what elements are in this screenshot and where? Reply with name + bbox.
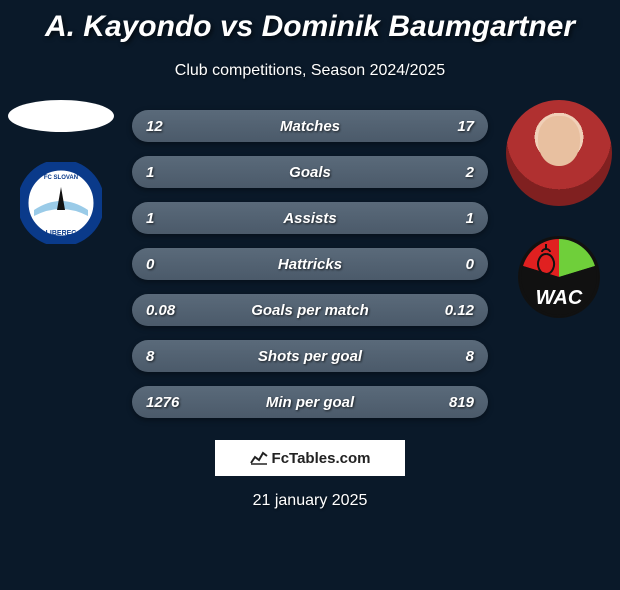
stat-left-value: 1 [146, 210, 154, 227]
stat-right-value: 2 [466, 164, 474, 181]
stat-left-value: 8 [146, 348, 154, 365]
stat-row: 0 Hattricks 0 [132, 248, 488, 280]
stat-row: 0.08 Goals per match 0.12 [132, 294, 488, 326]
stat-right-value: 0 [466, 256, 474, 273]
stat-right-value: 0.12 [445, 302, 474, 319]
club-badge-right: WAC [518, 236, 600, 318]
stat-left-value: 0.08 [146, 302, 175, 319]
stats-list: 12 Matches 17 1 Goals 2 1 Assists 1 0 Ha… [132, 110, 488, 418]
stat-left-value: 0 [146, 256, 154, 273]
date-label: 21 january 2025 [10, 492, 610, 510]
stat-left-value: 1 [146, 164, 154, 181]
stat-label: Hattricks [132, 256, 488, 273]
avatar-face-icon [538, 116, 580, 166]
stat-label: Shots per goal [132, 348, 488, 365]
page-title: A. Kayondo vs Dominik Baumgartner [0, 10, 620, 44]
comparison-panel: FC SLOVAN LIBEREC WAC 12 Matches 17 [0, 110, 620, 510]
svg-text:WAC: WAC [536, 287, 583, 309]
left-column: FC SLOVAN LIBEREC [8, 100, 114, 244]
stat-row: 12 Matches 17 [132, 110, 488, 142]
chart-icon [250, 451, 268, 465]
svg-text:LIBEREC: LIBEREC [46, 230, 77, 237]
brand-text: FcTables.com [272, 450, 371, 467]
slovan-liberec-logo-icon: FC SLOVAN LIBEREC [20, 162, 102, 244]
stat-row: 1 Assists 1 [132, 202, 488, 234]
wac-logo-icon: WAC [518, 236, 600, 318]
stat-right-value: 17 [457, 118, 474, 135]
brand-badge: FcTables.com [215, 440, 405, 476]
stat-row: 1 Goals 2 [132, 156, 488, 188]
club-badge-left: FC SLOVAN LIBEREC [20, 162, 102, 244]
player-avatar-left [8, 100, 114, 132]
stat-label: Goals per match [132, 302, 488, 319]
stat-right-value: 1 [466, 210, 474, 227]
stat-left-value: 12 [146, 118, 163, 135]
stat-label: Goals [132, 164, 488, 181]
stat-row: 8 Shots per goal 8 [132, 340, 488, 372]
stat-left-value: 1276 [146, 394, 179, 411]
stat-label: Assists [132, 210, 488, 227]
stat-label: Matches [132, 118, 488, 135]
subtitle: Club competitions, Season 2024/2025 [0, 62, 620, 80]
right-column: WAC [506, 100, 612, 318]
svg-text:FC SLOVAN: FC SLOVAN [44, 175, 78, 181]
stat-right-value: 819 [449, 394, 474, 411]
player-avatar-right [506, 100, 612, 206]
stat-label: Min per goal [132, 394, 488, 411]
stat-right-value: 8 [466, 348, 474, 365]
stat-row: 1276 Min per goal 819 [132, 386, 488, 418]
